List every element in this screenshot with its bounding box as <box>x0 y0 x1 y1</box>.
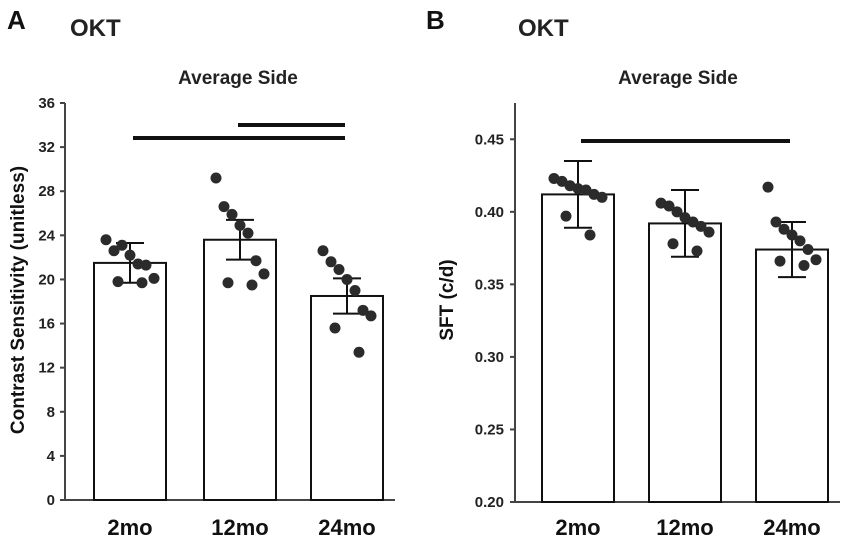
data-point <box>246 279 258 291</box>
y-tick-label: 4 <box>47 448 56 465</box>
y-tick-label: 28 <box>38 183 55 200</box>
x-tick-label: 2mo <box>555 515 600 540</box>
data-point <box>691 245 703 257</box>
y-tick-label: 20 <box>38 271 55 288</box>
data-point <box>802 244 814 256</box>
data-point <box>786 229 798 241</box>
data-point <box>218 201 230 213</box>
data-point <box>762 181 774 193</box>
x-tick-label: 12mo <box>656 515 713 540</box>
y-tick-label: 16 <box>38 316 55 333</box>
data-point <box>124 249 136 261</box>
data-point <box>136 277 148 289</box>
bar <box>648 222 722 504</box>
data-point <box>560 210 572 222</box>
data-point <box>353 346 365 358</box>
panel-b: B OKT Average Side SFT (c/d) 0.20 0.25 0.3… <box>426 5 840 540</box>
data-point <box>770 216 782 228</box>
data-point <box>596 191 608 203</box>
x-tick-label: 24mo <box>763 515 820 540</box>
panel-b-plot: 0.20 0.25 0.30 0.35 0.40 0.45 2mo 12mo 24mo <box>475 103 840 540</box>
data-point <box>210 172 222 184</box>
panel-a-title: OKT <box>70 15 121 42</box>
y-tick-label: 24 <box>38 227 55 244</box>
data-point <box>317 245 329 257</box>
data-point <box>341 273 353 285</box>
y-tick-label: 36 <box>38 95 55 112</box>
data-point <box>357 304 369 316</box>
y-tick-label: 12 <box>38 360 55 377</box>
panel-a-y-axis-label: Contrast Sensitivity (unitless) <box>8 166 29 434</box>
panel-a-letter: A <box>7 5 26 35</box>
y-tick-label: 0.30 <box>475 349 504 366</box>
data-point <box>584 229 596 241</box>
data-point <box>148 272 160 284</box>
data-point <box>234 219 246 231</box>
data-point <box>112 276 124 288</box>
x-tick-label: 12mo <box>211 515 268 540</box>
bar <box>203 238 277 501</box>
y-tick-label: 0.35 <box>475 276 504 293</box>
data-point <box>695 220 707 232</box>
data-point <box>329 322 341 334</box>
data-point <box>116 239 128 251</box>
bar <box>755 248 829 503</box>
data-point <box>258 268 270 280</box>
y-tick-label: 0.25 <box>475 421 504 438</box>
x-tick-label: 24mo <box>318 515 375 540</box>
data-point <box>667 238 679 250</box>
data-point <box>226 208 238 220</box>
data-point <box>798 260 810 272</box>
panel-a: A OKT Average Side Contrast Sensitivity … <box>7 5 395 540</box>
bar <box>541 193 615 503</box>
data-point <box>108 245 120 257</box>
data-point <box>140 259 152 271</box>
data-point <box>671 206 683 218</box>
data-point <box>703 226 715 238</box>
data-point <box>250 255 262 267</box>
data-point <box>663 200 675 212</box>
data-point <box>778 223 790 235</box>
y-tick-label: 0.40 <box>475 204 504 221</box>
data-point <box>325 256 337 268</box>
data-point <box>132 258 144 270</box>
y-tick-label: 0.20 <box>475 494 504 511</box>
bar <box>93 261 167 501</box>
panel-a-plot: 0 4 8 12 16 20 24 28 32 36 2mo 12mo 24mo <box>38 95 395 540</box>
y-tick-label: 32 <box>38 139 55 156</box>
panel-b-title: OKT <box>518 15 569 42</box>
data-point <box>333 264 345 276</box>
data-point <box>349 284 361 296</box>
y-tick-label: 8 <box>47 404 55 421</box>
panel-b-subtitle: Average Side <box>618 68 738 89</box>
bar <box>310 294 384 501</box>
panel-a-subtitle: Average Side <box>178 68 298 89</box>
data-point <box>100 234 112 246</box>
data-point <box>774 255 786 267</box>
data-point <box>222 277 234 289</box>
data-point <box>365 310 377 322</box>
data-point <box>810 254 822 266</box>
y-tick-label: 0.45 <box>475 131 504 148</box>
data-point <box>794 235 806 247</box>
panel-b-y-axis-label: SFT (c/d) <box>437 259 458 340</box>
panel-b-letter: B <box>426 5 445 35</box>
y-tick-label: 0 <box>47 492 55 509</box>
data-point <box>242 227 254 239</box>
x-tick-label: 2mo <box>107 515 152 540</box>
